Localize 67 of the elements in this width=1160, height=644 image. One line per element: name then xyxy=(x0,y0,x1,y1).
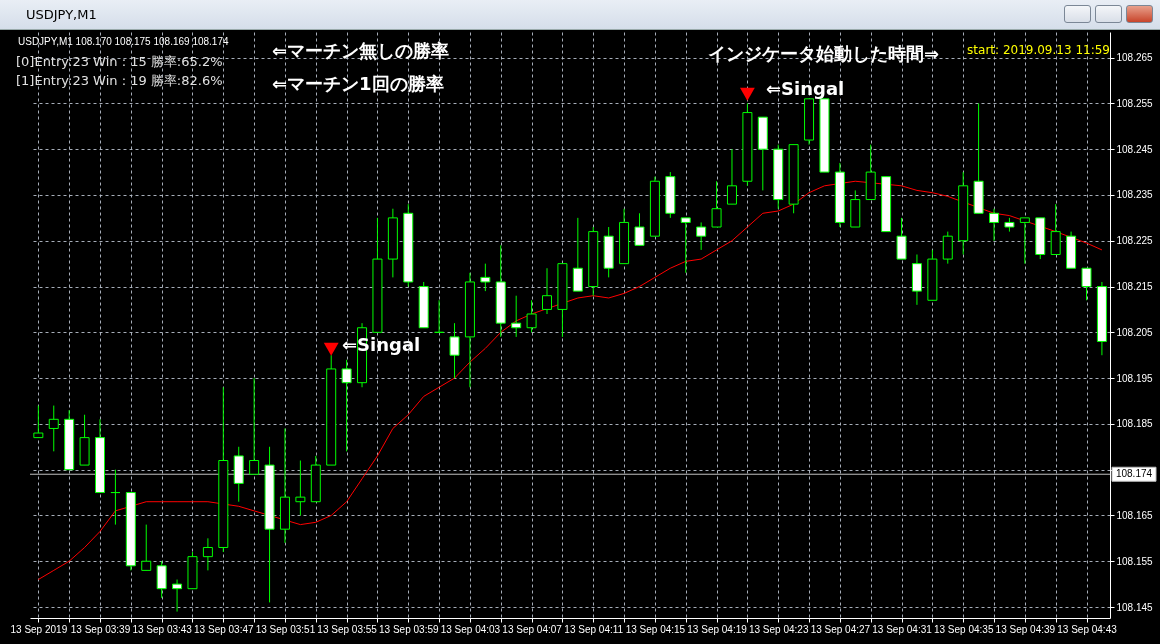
x-tick-label: 13 Sep 03:59 xyxy=(379,623,439,635)
x-tick-label: 13 Sep 04:11 xyxy=(564,623,624,635)
candlestick xyxy=(542,267,553,315)
annotation: ⇐マーチン1回の勝率 xyxy=(272,73,444,94)
candlestick xyxy=(1081,267,1092,301)
x-tick-label: 13 Sep 04:43 xyxy=(1057,623,1118,635)
annotation: [1]Entry:23 Win : 19 勝率:82.6% xyxy=(16,73,223,88)
candlestick xyxy=(1050,203,1061,255)
x-tick-label: 13 Sep 04:35 xyxy=(933,623,994,635)
ref-line-label: 108.174 xyxy=(1115,468,1153,480)
y-tick-label: 108.145 xyxy=(1116,601,1154,613)
annotation: ⇐マーチン無しの勝率 xyxy=(272,40,450,61)
annotation: [0]Entry:23 Win : 15 勝率:65.2% xyxy=(16,54,223,69)
candlestick xyxy=(896,217,907,260)
candlestick xyxy=(942,231,953,265)
candlestick xyxy=(634,212,645,246)
candlestick xyxy=(480,263,491,292)
y-tick-label: 108.245 xyxy=(1116,143,1154,155)
y-tick-label: 108.185 xyxy=(1116,418,1154,430)
y-tick-label: 108.235 xyxy=(1116,189,1154,201)
candlestick xyxy=(526,299,537,333)
x-tick-label: 13 Sep 03:47 xyxy=(194,623,254,635)
candlestick xyxy=(711,180,722,228)
y-tick-label: 108.265 xyxy=(1116,52,1154,64)
candlestick xyxy=(172,579,183,613)
x-tick-label: 13 Sep 03:55 xyxy=(317,623,378,635)
y-tick-label: 108.195 xyxy=(1116,372,1154,384)
x-tick-label: 13 Sep 03:39 xyxy=(70,623,131,635)
candlestick xyxy=(141,524,152,571)
candlestick xyxy=(1019,217,1030,265)
x-tick-label: 13 Sep 04:15 xyxy=(625,623,686,635)
annotation: ⇐Singal xyxy=(766,78,845,99)
x-tick-label: 13 Sep 04:19 xyxy=(687,623,748,635)
annotation: start: 2019.09.13 11:59 xyxy=(967,43,1110,57)
candlestick xyxy=(202,537,213,571)
candlestick xyxy=(33,405,44,439)
chart-subtitle: USDJPY,M1 108.170 108.175 108.169 108.174 xyxy=(18,36,229,47)
candlestick xyxy=(48,405,59,452)
x-tick-label: 13 Sep 04:03 xyxy=(440,623,501,635)
candlestick xyxy=(249,377,260,475)
x-tick-label: 13 Sep 04:23 xyxy=(748,623,809,635)
y-tick-label: 108.225 xyxy=(1116,235,1154,247)
x-tick-label: 13 Sep 04:31 xyxy=(872,623,933,635)
candlestick xyxy=(572,217,583,292)
y-tick-label: 108.165 xyxy=(1116,509,1154,521)
y-tick-label: 108.155 xyxy=(1116,555,1154,567)
x-tick-label: 13 Sep 03:51 xyxy=(255,623,316,635)
y-tick-label: 108.255 xyxy=(1116,97,1154,109)
candlestick xyxy=(989,208,1000,242)
candlestick xyxy=(511,295,522,338)
candlestick xyxy=(295,460,306,516)
candlestick xyxy=(449,322,460,379)
candlestick xyxy=(156,560,167,599)
chart-title: USDJPY,M1 xyxy=(26,7,97,22)
line-series xyxy=(37,180,1103,581)
x-tick-label: 13 Sep 04:39 xyxy=(995,623,1056,635)
x-tick-label: 13 Sep 2019 xyxy=(10,623,68,635)
candlestick xyxy=(341,359,352,452)
candlestick xyxy=(726,148,737,205)
x-tick-label: 13 Sep 04:07 xyxy=(502,623,563,635)
annotation: インジケータ始動した時間⇒ xyxy=(708,43,940,64)
candlestick xyxy=(696,221,707,251)
y-tick-label: 108.205 xyxy=(1116,326,1154,338)
y-tick-label: 108.215 xyxy=(1116,281,1154,293)
x-tick-label: 13 Sep 04:27 xyxy=(810,623,871,635)
candlestick xyxy=(680,217,691,274)
x-tick-label: 13 Sep 03:43 xyxy=(132,623,193,635)
